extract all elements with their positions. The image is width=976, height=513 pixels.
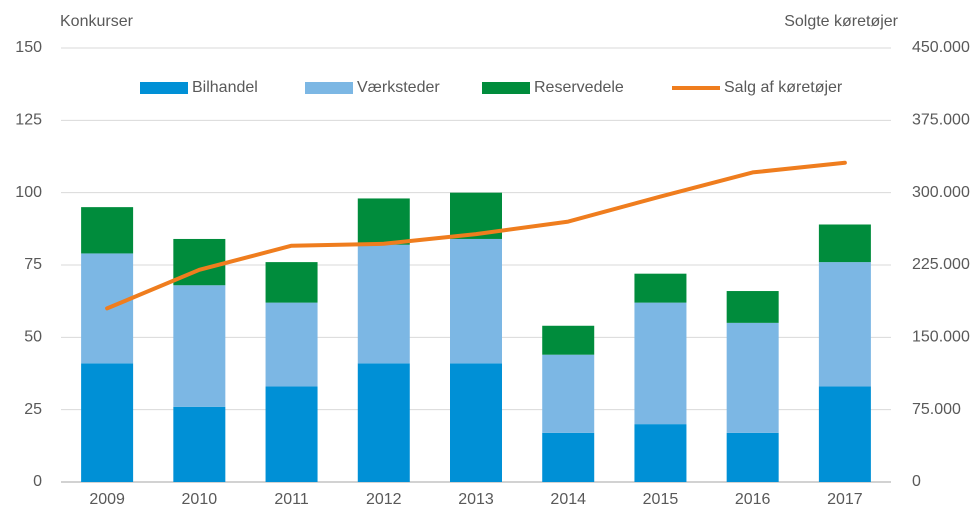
y2-tick-label: 75.000	[912, 401, 961, 418]
bar-segment	[450, 363, 502, 482]
legend-label: Værksteder	[357, 79, 440, 96]
bar-segment	[726, 291, 779, 323]
x-tick-label: 2013	[458, 491, 494, 508]
x-tick-label: 2014	[550, 491, 586, 508]
bar-segment	[542, 354, 595, 433]
y-tick-label: 75	[24, 256, 42, 273]
x-tick-label: 2011	[274, 491, 309, 508]
bar-segment	[265, 386, 318, 482]
legend-swatch	[140, 82, 188, 94]
x-tick-label: 2009	[89, 491, 125, 508]
x-tick-label: 2012	[366, 491, 402, 508]
bar-segment	[818, 224, 871, 263]
legend-swatch	[305, 82, 353, 94]
y-tick-label: 125	[15, 112, 42, 129]
y2-tick-label: 300.000	[912, 184, 970, 201]
bar-segment	[173, 285, 226, 407]
y2-tick-label: 375.000	[912, 112, 970, 129]
y2-tick-label: 225.000	[912, 256, 970, 273]
bar-segment	[634, 424, 687, 482]
bar-segment	[542, 432, 595, 482]
x-tick-label: 2016	[735, 491, 771, 508]
y2-tick-label: 150.000	[912, 329, 970, 346]
bar-segment	[634, 302, 687, 425]
legend-label: Bilhandel	[192, 79, 258, 96]
bar-segment	[357, 244, 410, 364]
bar-segment	[265, 262, 318, 303]
y-axis-title: Konkurser	[60, 13, 134, 30]
y-tick-label: 150	[15, 39, 42, 56]
line-series	[105, 160, 847, 311]
bar-segment	[726, 322, 779, 433]
x-tick-label: 2017	[827, 491, 863, 508]
bar-segment	[818, 386, 871, 482]
bar-segment	[265, 302, 318, 387]
y-tick-label: 0	[33, 473, 42, 490]
y-tick-label: 25	[24, 401, 42, 418]
y-tick-label: 50	[24, 329, 42, 346]
y-tick-label: 100	[15, 184, 42, 201]
bar-segment	[173, 406, 226, 482]
bar-segment	[81, 207, 134, 254]
bar-segment	[634, 273, 687, 303]
bar-segment	[726, 432, 779, 482]
x-tick-label: 2015	[643, 491, 679, 508]
bar-segment	[357, 363, 410, 482]
bar-segment	[81, 363, 134, 482]
legend-label: Reservedele	[534, 79, 624, 96]
y2-tick-label: 450.000	[912, 39, 970, 56]
y2-tick-label: 0	[912, 473, 921, 490]
bar-segment	[818, 262, 871, 387]
bar-segment	[357, 198, 410, 245]
legend-label: Salg af køretøjer	[724, 79, 843, 96]
x-tick-label: 2010	[182, 491, 218, 508]
bar-segment	[450, 238, 502, 364]
y2-axis-title: Solgte køretøjer	[784, 13, 898, 30]
bar-segment	[542, 325, 595, 355]
legend-swatch	[482, 82, 530, 94]
